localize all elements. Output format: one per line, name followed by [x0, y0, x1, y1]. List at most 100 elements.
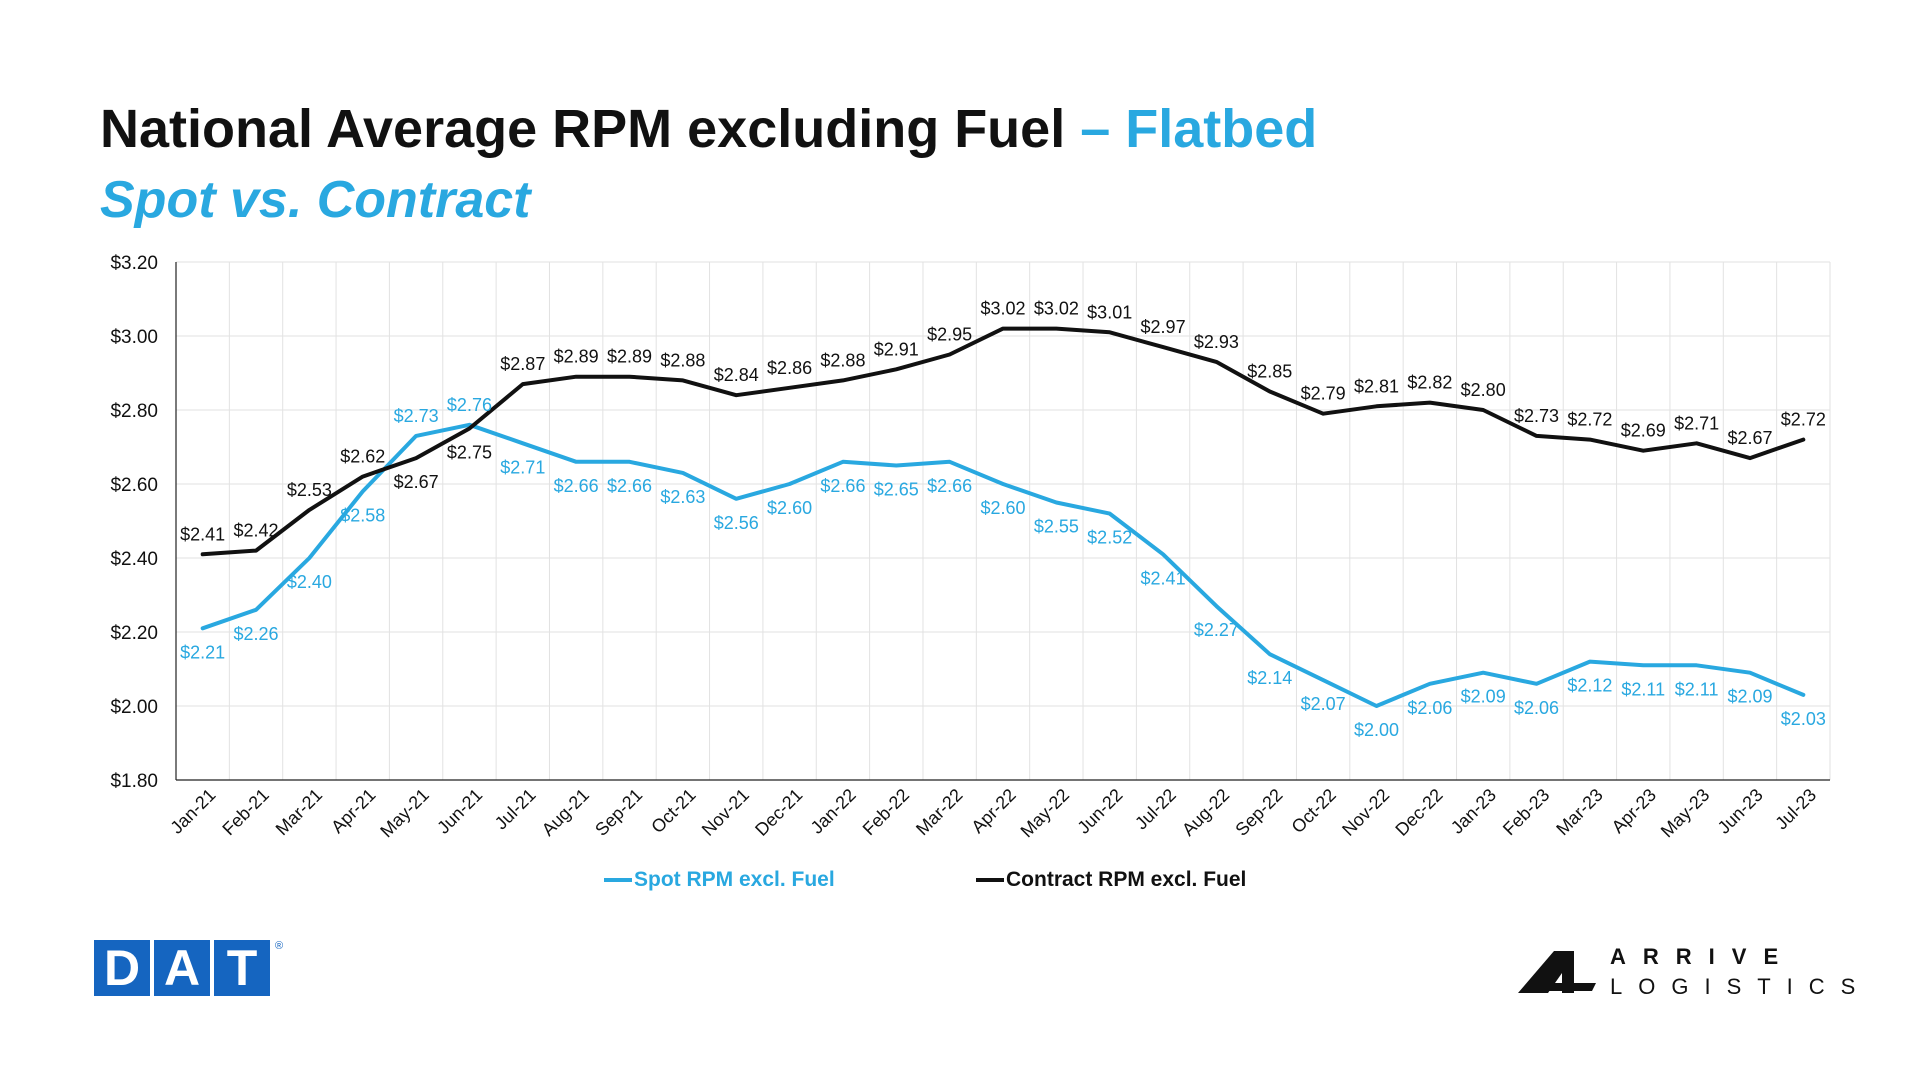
spot-data-label: $2.11 — [1675, 679, 1719, 699]
x-tick-label: May-21 — [376, 785, 433, 842]
arrive-mark-icon — [1518, 951, 1596, 993]
x-tick-label: Mar-22 — [912, 785, 966, 839]
x-tick-label: Feb-22 — [859, 785, 913, 839]
chart-title: National Average RPM excluding Fuel – Fl… — [100, 98, 1317, 160]
contract-data-label: $3.02 — [1034, 299, 1079, 319]
legend-contract-label: Contract RPM excl. Fuel — [1006, 868, 1247, 891]
chart-title-main: National Average RPM excluding Fuel — [100, 99, 1066, 159]
x-tick-label: Jan-22 — [807, 785, 860, 838]
spot-data-label: $2.52 — [1087, 528, 1132, 548]
spot-data-label: $2.60 — [767, 498, 812, 518]
spot-data-label: $2.66 — [820, 476, 865, 496]
chart-subtitle: Spot vs. Contract — [100, 171, 531, 229]
contract-data-label: $2.84 — [714, 365, 759, 385]
contract-data-label: $2.72 — [1781, 410, 1826, 430]
x-tick-label: Jul-22 — [1131, 785, 1180, 834]
x-tick-label: Oct-21 — [647, 785, 699, 837]
x-tick-label: Jun-23 — [1714, 785, 1767, 838]
y-tick-label: $1.80 — [110, 771, 158, 792]
dat-logo-letter-t: T — [214, 940, 270, 996]
spot-data-label: $2.66 — [607, 476, 652, 496]
x-tick-label: Jan-21 — [166, 785, 219, 838]
x-tick-label: Aug-22 — [1178, 785, 1233, 840]
contract-data-label: $2.87 — [500, 354, 545, 374]
contract-data-label: $2.67 — [1727, 428, 1772, 448]
legend-contract-swatch — [976, 878, 1004, 882]
logistics-wordmark: LOGISTICS — [1610, 974, 1872, 999]
contract-data-label: $2.75 — [447, 443, 492, 463]
spot-data-label: $2.26 — [234, 624, 279, 644]
x-tick-label: Feb-21 — [218, 785, 272, 839]
contract-data-label: $2.85 — [1247, 362, 1292, 382]
contract-data-label: $2.88 — [660, 350, 705, 370]
dat-logo-registered: ® — [275, 940, 284, 952]
contract-data-label: $3.02 — [980, 299, 1025, 319]
x-tick-label: Oct-22 — [1288, 785, 1340, 837]
contract-data-label: $2.41 — [180, 524, 225, 544]
x-tick-label: Nov-22 — [1338, 785, 1393, 840]
x-tick-label: Jul-23 — [1771, 785, 1820, 834]
spot-data-label: $2.55 — [1034, 517, 1079, 537]
x-tick-label: Mar-21 — [272, 785, 326, 839]
x-tick-label: Jul-21 — [491, 785, 540, 834]
legend-spot-label: Spot RPM excl. Fuel — [634, 868, 835, 891]
contract-data-label: $2.42 — [234, 521, 279, 541]
dat-logo-letter-d: D — [94, 940, 150, 996]
spot-data-label: $2.27 — [1194, 620, 1239, 640]
spot-data-label: $2.21 — [180, 642, 225, 662]
spot-data-label: $2.40 — [287, 572, 332, 592]
spot-data-label: $2.00 — [1354, 720, 1399, 740]
arrive-logistics-logo: ARRIVE LOGISTICS — [1518, 942, 1871, 1002]
spot-data-label: $2.14 — [1247, 668, 1292, 688]
dat-logo-letter-a: A — [154, 940, 210, 996]
x-tick-label: Apr-23 — [1608, 785, 1660, 837]
contract-data-label: $2.91 — [874, 339, 919, 359]
spot-data-label: $2.66 — [927, 476, 972, 496]
x-tick-label: May-23 — [1657, 785, 1714, 842]
x-tick-label: Mar-23 — [1552, 785, 1606, 839]
spot-data-label: $2.11 — [1621, 679, 1665, 699]
y-tick-label: $2.40 — [110, 549, 158, 570]
y-tick-label: $3.20 — [110, 253, 158, 274]
contract-data-label: $3.01 — [1087, 302, 1132, 322]
contract-data-label: $2.86 — [767, 358, 812, 378]
legend-spot: Spot RPM excl. Fuel — [604, 868, 835, 892]
arrive-wordmark: ARRIVE — [1610, 944, 1796, 969]
legend-spot-swatch — [604, 878, 632, 882]
contract-data-label: $2.79 — [1301, 384, 1346, 404]
spot-data-label: $2.73 — [394, 406, 439, 426]
y-tick-label: $2.20 — [110, 623, 158, 644]
x-tick-label: Jan-23 — [1447, 785, 1500, 838]
x-tick-label: Dec-21 — [751, 785, 806, 840]
spot-data-label: $2.06 — [1514, 698, 1559, 718]
x-tick-label: Jun-21 — [433, 785, 486, 838]
contract-data-label: $2.53 — [287, 480, 332, 500]
spot-data-label: $2.66 — [554, 476, 599, 496]
spot-data-label: $2.60 — [980, 498, 1025, 518]
spot-data-label: $2.76 — [447, 395, 492, 415]
x-tick-label: Aug-21 — [538, 785, 593, 840]
contract-data-label: $2.80 — [1461, 380, 1506, 400]
contract-data-label: $2.82 — [1407, 373, 1452, 393]
contract-data-label: $2.89 — [607, 347, 652, 367]
spot-data-label: $2.58 — [340, 505, 385, 525]
contract-data-label: $2.93 — [1194, 332, 1239, 352]
x-tick-label: Jun-22 — [1073, 785, 1126, 838]
x-tick-label: Sep-22 — [1231, 785, 1286, 840]
contract-data-label: $2.88 — [820, 350, 865, 370]
spot-data-label: $2.41 — [1141, 568, 1186, 588]
contract-data-label: $2.81 — [1354, 376, 1399, 396]
contract-data-label: $2.95 — [927, 325, 972, 345]
x-tick-label: Dec-22 — [1391, 785, 1446, 840]
x-tick-label: Sep-21 — [591, 785, 646, 840]
contract-data-label: $2.62 — [340, 447, 385, 467]
contract-data-label: $2.73 — [1514, 406, 1559, 426]
spot-data-label: $2.07 — [1301, 694, 1346, 714]
contract-data-label: $2.71 — [1674, 413, 1719, 433]
dat-logo: D A T ® — [94, 940, 283, 996]
spot-data-label: $2.09 — [1727, 687, 1772, 707]
contract-data-label: $2.97 — [1141, 317, 1186, 337]
spot-data-label: $2.56 — [714, 513, 759, 533]
chart-title-accent: – Flatbed — [1080, 99, 1318, 159]
y-tick-label: $2.60 — [110, 475, 158, 496]
